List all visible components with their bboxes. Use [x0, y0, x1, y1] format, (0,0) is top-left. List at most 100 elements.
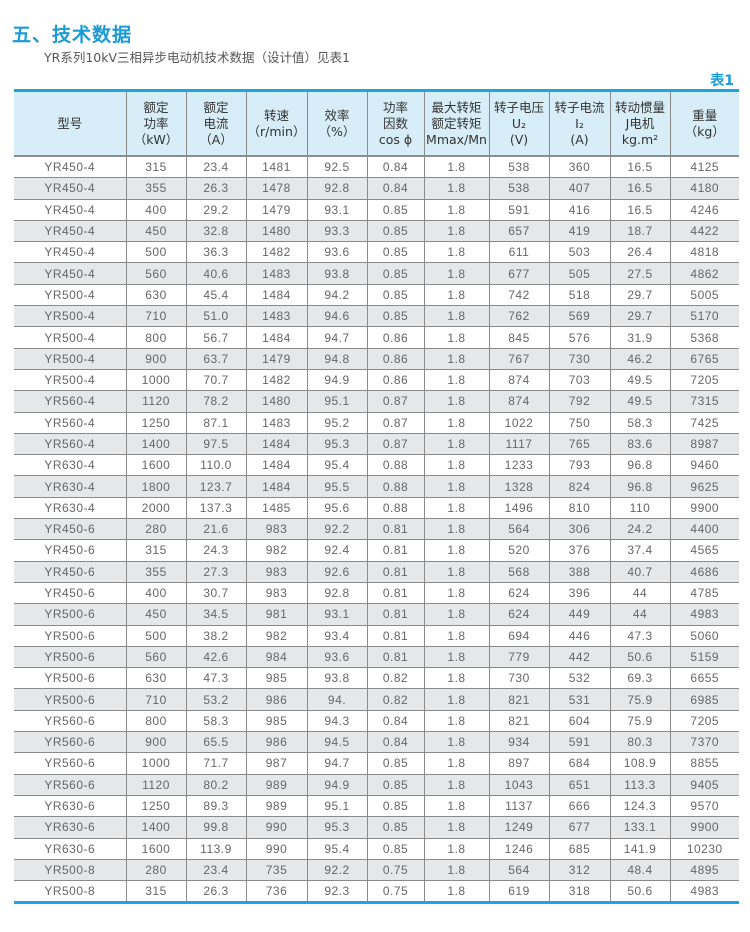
table-row: YR630-6 1600 113.9 990 95.4 0.85 1.8 1246 685 141…: [14, 838, 739, 860]
table-cell: 1.8: [423, 688, 489, 711]
model-cell: YR630-6: [14, 816, 126, 839]
table-cell: 985: [245, 667, 307, 690]
table-row: YR500-6 560 42.6 984 93.6 0.81 1.8 779 442 50.6 51…: [14, 646, 739, 669]
table-cell: 8987: [669, 433, 739, 456]
table-cell: 564: [488, 518, 549, 541]
table-cell: 1484: [245, 475, 307, 498]
table-cell: 0.85: [366, 305, 424, 328]
table-cell: 0.87: [366, 433, 424, 456]
table-cell: 38.2: [185, 625, 246, 647]
table-cell: 9625: [669, 475, 739, 498]
table-cell: 0.85: [366, 752, 424, 775]
table-cell: 1.8: [423, 646, 489, 669]
table-cell: 47.3: [609, 625, 670, 647]
table-cell: 7205: [669, 369, 739, 392]
column-header-line: 型号: [57, 115, 83, 131]
table-cell: 1482: [245, 369, 307, 392]
table-cell: 1.8: [423, 710, 489, 733]
table-cell: 736: [245, 880, 307, 903]
table-cell: 95.3: [306, 433, 367, 456]
table-cell: 694: [488, 625, 549, 647]
model-cell: YR450-6: [14, 518, 126, 541]
table-cell: 0.85: [366, 795, 424, 818]
table-cell: 442: [548, 646, 610, 669]
table-row: YR560-4 1250 87.1 1483 95.2 0.87 1.8 1022 750 58.…: [14, 412, 739, 434]
table-cell: 24.2: [609, 518, 670, 541]
table-cell: 6765: [669, 348, 739, 370]
table-cell: 984: [245, 646, 307, 669]
table-row: YR630-4 2000 137.3 1485 95.6 0.88 1.8 1496 810 11…: [14, 497, 739, 520]
table-cell: 684: [548, 752, 610, 775]
table-cell: 9405: [669, 774, 739, 796]
table-cell: 651: [548, 774, 610, 796]
table-cell: 108.9: [609, 752, 670, 775]
table-cell: 1137: [488, 795, 549, 818]
table-cell: 0.75: [366, 859, 424, 882]
table-cell: 75.9: [609, 688, 670, 711]
model-cell: YR500-6: [14, 667, 126, 690]
column-header-line: (V): [509, 131, 529, 147]
table-cell: 897: [488, 752, 549, 775]
table-cell: 576: [548, 326, 610, 349]
column-header: 转子电流 I₂ (A): [548, 90, 610, 157]
column-header-line: I₂: [575, 115, 584, 131]
table-cell: 1483: [245, 262, 307, 285]
model-cell: YR500-6: [14, 646, 126, 669]
table-cell: 93.8: [306, 262, 367, 285]
table-cell: 1.8: [423, 433, 489, 456]
table-cell: 94.7: [306, 752, 367, 775]
table-cell: 450: [125, 220, 186, 243]
table-cell: 0.81: [366, 539, 424, 562]
table-cell: 986: [245, 731, 307, 754]
column-header-line: kg.m²: [621, 131, 659, 147]
table-cell: 449: [548, 603, 610, 626]
table-cell: 505: [548, 262, 610, 285]
column-header-line: U₂: [511, 115, 527, 131]
table-cell: 4686: [669, 561, 739, 583]
table-cell: 560: [125, 262, 186, 285]
table-row: YR500-4 630 45.4 1484 94.2 0.85 1.8 742 518 29.7 5…: [14, 284, 739, 307]
table-cell: 23.4: [185, 859, 246, 882]
table-cell: 0.82: [366, 688, 424, 711]
table-cell: 531: [548, 688, 610, 711]
table-cell: 58.3: [609, 412, 670, 434]
table-cell: 29.2: [185, 199, 246, 221]
table-cell: 989: [245, 774, 307, 796]
table-cell: 987: [245, 752, 307, 775]
table-row: YR560-6 1120 80.2 989 94.9 0.85 1.8 1043 651 113.…: [14, 774, 739, 796]
table-cell: 42.6: [185, 646, 246, 669]
table-cell: 94.9: [306, 369, 367, 392]
table-cell: 1022: [488, 412, 549, 434]
table-cell: 75.9: [609, 710, 670, 733]
table-cell: 94.6: [306, 305, 367, 328]
table-cell: 1484: [245, 284, 307, 307]
model-cell: YR560-4: [14, 390, 126, 413]
table-cell: 26.3: [185, 177, 246, 200]
model-cell: YR630-4: [14, 497, 126, 520]
table-cell: 532: [548, 667, 610, 690]
table-cell: 0.81: [366, 646, 424, 669]
table-cell: 4125: [669, 156, 739, 179]
table-cell: 95.6: [306, 497, 367, 520]
table-cell: 1.8: [423, 561, 489, 583]
table-cell: 630: [125, 667, 186, 690]
table-cell: 27.5: [609, 262, 670, 285]
table-cell: 934: [488, 731, 549, 754]
table-cell: 93.1: [306, 199, 367, 221]
table-cell: 767: [488, 348, 549, 370]
table-cell: 1483: [245, 305, 307, 328]
table-cell: 44: [609, 582, 670, 605]
table-cell: 49.5: [609, 369, 670, 392]
table-cell: 518: [548, 284, 610, 307]
table-cell: 985: [245, 710, 307, 733]
table-row: YR450-6 280 21.6 983 92.2 0.81 1.8 564 306 24.2 44…: [14, 518, 739, 541]
table-cell: 500: [125, 625, 186, 647]
table-cell: 376: [548, 539, 610, 562]
table-cell: 50.6: [609, 880, 670, 903]
table-cell: 16.5: [609, 156, 670, 179]
table-cell: 1.8: [423, 497, 489, 520]
table-cell: 4895: [669, 859, 739, 882]
column-header-line: 额定: [203, 99, 229, 115]
table-cell: 355: [125, 561, 186, 583]
table-cell: 1480: [245, 220, 307, 243]
